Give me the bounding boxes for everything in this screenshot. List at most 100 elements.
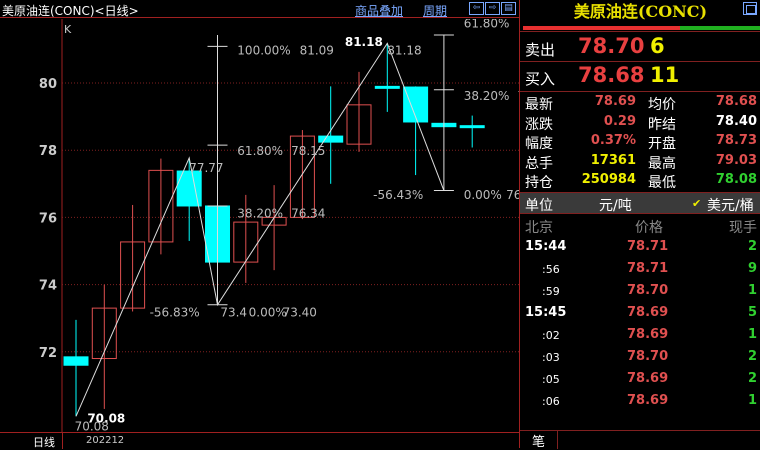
stat-value: 78.40: [715, 113, 757, 129]
stat-label: 均价: [648, 97, 676, 113]
stat-value: 0.29: [603, 113, 636, 129]
candle-up: [91, 307, 117, 360]
layout-icon[interactable]: ▤: [501, 2, 516, 15]
tab-ticks[interactable]: 笔: [520, 431, 558, 450]
stat-value: 78.68: [715, 94, 757, 109]
annotation-label: 38.20%: [464, 89, 510, 103]
y-tick-label: 78: [39, 144, 57, 159]
chart-footer: 日线 202212: [0, 432, 519, 449]
tick-row: :03 78.70 2: [520, 347, 760, 369]
stat-label: 持仓: [525, 175, 553, 191]
period-label: 日线: [33, 436, 55, 449]
date-label: 202212: [86, 435, 125, 446]
tick-time: 15:44: [525, 239, 567, 254]
tick-time: :56: [542, 263, 560, 276]
annotation-label: 0.00%: [249, 305, 287, 319]
tick-price: 78.71: [627, 261, 669, 276]
stat-value: 0.37%: [590, 133, 636, 148]
tick-row: :06 78.69 1: [520, 391, 760, 413]
tick-row: :02 78.69 1: [520, 325, 760, 347]
maximize-icon[interactable]: [743, 2, 757, 15]
tick-time: :03: [542, 351, 560, 364]
stat-value: 78.69: [594, 94, 636, 109]
check-icon: ✔: [692, 197, 702, 210]
tick-price: 78.71: [627, 239, 669, 254]
chart-label: K: [64, 23, 72, 36]
tick-price: 78.69: [627, 327, 669, 342]
stat-value: 78.08: [715, 172, 757, 187]
tick-volume: 1: [747, 393, 757, 408]
y-tick-label: 74: [39, 279, 57, 294]
tab-bar: 笔: [520, 430, 760, 450]
stat-label: 开盘: [648, 136, 676, 152]
annotation-label: 100.00%: [237, 43, 290, 57]
time-header: 北京: [525, 220, 553, 236]
zigzag-line: [75, 42, 445, 417]
tick-price: 78.69: [627, 371, 669, 386]
y-tick-label: 72: [39, 346, 57, 361]
stat-label: 昨结: [648, 116, 676, 133]
tick-volume: 1: [747, 327, 757, 342]
candle-down: [318, 135, 344, 143]
stat-row: 持仓 250984 最低 78.08: [520, 171, 760, 191]
bid-price: 78.68: [578, 63, 645, 87]
candle-down: [374, 85, 400, 89]
y-tick-label: 80: [39, 77, 57, 92]
annotation-label: 73.40: [283, 305, 317, 319]
candle-up: [148, 169, 174, 243]
overlay-commodity-link[interactable]: 商品叠加: [355, 4, 404, 18]
candle-up: [346, 104, 372, 145]
unit-option-yuan-ton[interactable]: 元/吨: [599, 198, 632, 214]
annotation-label: 77.77: [189, 161, 223, 175]
candle-down: [63, 356, 89, 366]
ask-volume: 6: [650, 34, 665, 58]
stat-label: 涨跌: [525, 116, 553, 133]
arrow-left-icon[interactable]: ⇦: [469, 2, 484, 15]
tick-row: :56 78.71 9: [520, 259, 760, 281]
annotation-label: 70.08: [87, 411, 125, 425]
stat-row: 涨跌 0.29 昨结 78.40: [520, 113, 760, 133]
stat-row: 幅度 0.37% 开盘 78.73: [520, 132, 760, 152]
stat-label: 幅度: [525, 136, 553, 152]
stat-label: 最高: [648, 155, 676, 172]
bid-ratio-fill: [523, 26, 681, 30]
ask-price: 78.70: [578, 34, 645, 58]
arrow-right-icon[interactable]: ⇨: [485, 2, 500, 15]
annotation-label: 70.08: [75, 420, 109, 432]
chart-header: 美原油连(CONC)<日线> 商品叠加 周期 ⇦ ⇨ ▤: [0, 0, 519, 18]
candle-up: [120, 241, 146, 309]
stat-label: 最新: [525, 97, 553, 113]
divider: [62, 433, 63, 449]
annotation-label: 61.80%: [464, 19, 510, 31]
annotation-label: 0.00%: [464, 188, 502, 202]
stat-value: 78.73: [715, 133, 757, 148]
tick-volume: 2: [747, 371, 757, 386]
bid-volume: 11: [650, 63, 680, 87]
volume-header: 现手: [729, 220, 757, 236]
quote-title: 美原油连(CONC): [573, 2, 708, 21]
annotation-label: 81.18: [387, 43, 421, 57]
tick-time: :05: [542, 373, 560, 386]
ask-row: 卖出 78.70 6: [520, 31, 760, 62]
tick-row: :05 78.69 2: [520, 369, 760, 391]
stat-row: 总手 17361 最高 79.03: [520, 152, 760, 172]
tick-time: :02: [542, 329, 560, 342]
tick-row: 15:44 78.71 2: [520, 237, 760, 259]
y-tick-label: 76: [39, 211, 57, 226]
tick-price: 78.70: [627, 349, 669, 364]
unit-label: 单位: [525, 198, 553, 214]
period-link[interactable]: 周期: [423, 4, 448, 18]
ticks-header: 北京 价格 现手: [520, 215, 760, 237]
annotation-label: 81.18: [345, 35, 383, 49]
unit-option-usd-barrel[interactable]: 美元/桶: [707, 198, 754, 214]
price-header: 价格: [635, 220, 663, 236]
ask-label: 卖出: [525, 41, 556, 59]
candle-up: [289, 135, 315, 218]
tick-time: :59: [542, 285, 560, 298]
stat-value: 250984: [581, 172, 636, 187]
tick-price: 78.70: [627, 283, 669, 298]
candlestick-chart[interactable]: K 72 74 76 78 80 100.00% 81.09 61.80% 78.15 38.20%…: [0, 19, 519, 432]
stat-label: 最低: [648, 175, 676, 191]
annotation-label: -56.43%: [373, 188, 423, 202]
annotation-label: 7: [517, 89, 519, 103]
